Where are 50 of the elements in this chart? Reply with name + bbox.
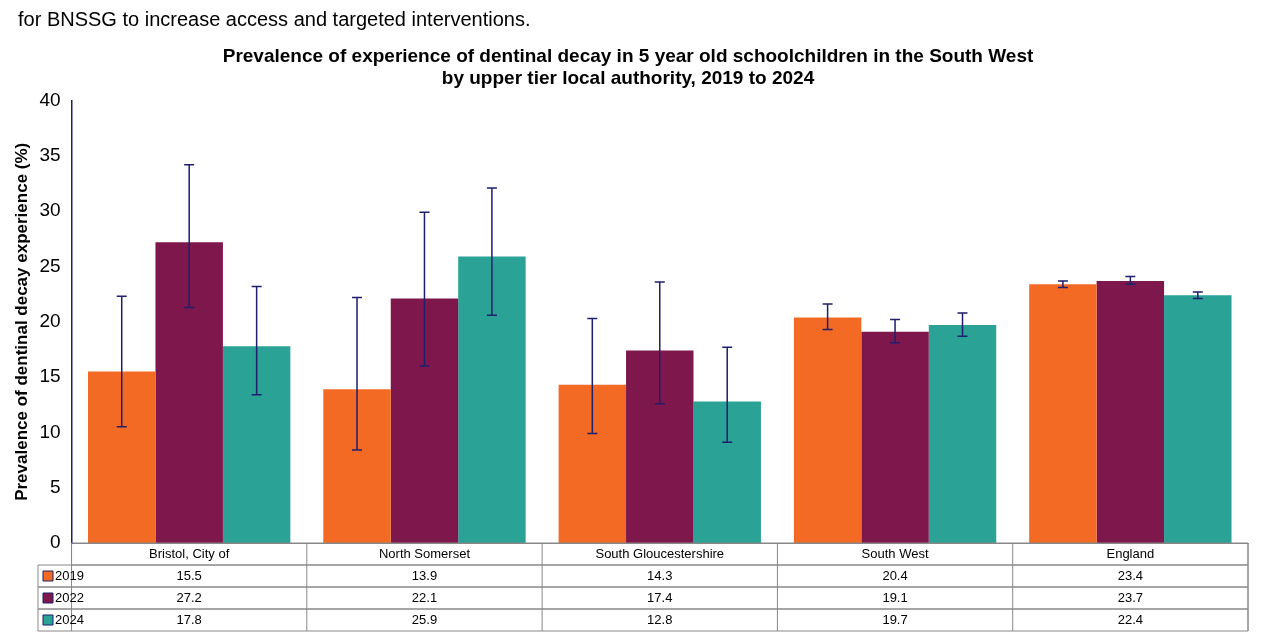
- bar: [1164, 295, 1232, 543]
- y-tick-label: 5: [49, 475, 61, 497]
- legend-label: 2022: [55, 589, 84, 605]
- bar: [155, 242, 223, 543]
- y-axis-title: Prevalence of dentinal decay experience (%): [11, 142, 31, 501]
- y-tick-label: 10: [39, 420, 61, 442]
- legend-label: 2024: [55, 611, 84, 627]
- bar: [626, 350, 694, 543]
- bar: [390, 298, 459, 543]
- y-tick-label: 40: [39, 88, 61, 110]
- bar: [1096, 280, 1165, 543]
- y-tick-label: 30: [39, 199, 61, 221]
- y-tick-label: 20: [39, 310, 61, 332]
- y-tick-label: 15: [39, 365, 61, 387]
- data-label: 15.5: [176, 567, 202, 583]
- legend-label: 2019: [55, 567, 84, 583]
- bar: [458, 256, 526, 543]
- bar: [323, 389, 391, 543]
- x-tick-label: England: [1106, 545, 1155, 561]
- data-label: 14.3: [647, 567, 673, 583]
- data-label: 19.1: [882, 589, 908, 605]
- data-label: 23.4: [1117, 567, 1144, 583]
- x-tick-label: Bristol, City of: [149, 545, 230, 561]
- y-tick-label: 25: [39, 254, 61, 276]
- bar: [558, 384, 627, 543]
- data-label: 25.9: [411, 611, 438, 627]
- data-label: 22.1: [411, 589, 438, 605]
- data-label: 23.7: [1117, 589, 1144, 605]
- data-label: 19.7: [882, 611, 908, 627]
- bar: [88, 371, 156, 543]
- text: for BNSSG to increase access and targeted interventions.: [18, 8, 532, 31]
- y-tick-label: 35: [39, 144, 61, 166]
- data-label: 27.2: [176, 589, 202, 605]
- data-label: 17.8: [176, 611, 202, 627]
- bar: [793, 317, 862, 543]
- x-tick-label: South West: [861, 545, 929, 561]
- bar: [693, 401, 761, 543]
- data-label: 13.9: [411, 567, 438, 583]
- bar: [222, 346, 291, 543]
- data-label: 20.4: [882, 567, 908, 583]
- x-tick-label: North Somerset: [378, 545, 471, 561]
- chart-title: Prevalence of experience of dentinal decay in 5 year old schoolchildren in the South West by upper tier local authority, 2019 to 2024: [222, 44, 1034, 89]
- y-tick-label: 0: [49, 531, 61, 553]
- bar: [1029, 284, 1097, 543]
- bar: [928, 325, 997, 543]
- bar: [861, 331, 929, 543]
- data-label: 22.4: [1117, 611, 1144, 627]
- data-label: 17.4: [647, 589, 673, 605]
- data-label: 12.8: [647, 611, 673, 627]
- x-tick-label: South Gloucestershire: [595, 545, 725, 561]
